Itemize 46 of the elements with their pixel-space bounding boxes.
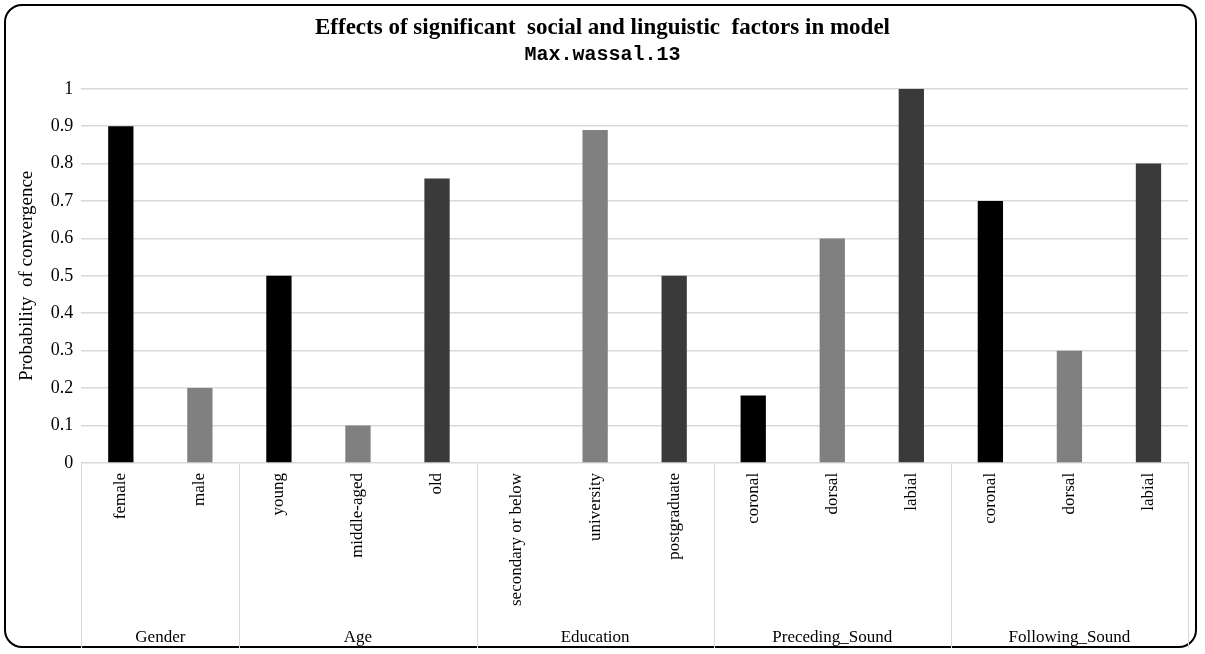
x-tick-label: dorsal: [821, 472, 841, 515]
x-tick-label: labial: [900, 472, 920, 511]
bar: [424, 178, 450, 463]
text: Education: [560, 627, 631, 646]
x-tick-label: labial: [1137, 472, 1157, 511]
x-tick-label: dorsal: [1058, 472, 1078, 515]
x-tick-label: secondary or below: [505, 472, 525, 607]
bar: [819, 238, 845, 463]
x-tick-label: university: [584, 472, 604, 541]
x-tick-label: old: [426, 472, 446, 495]
bar: [266, 275, 292, 463]
y-tick-label: 1: [64, 77, 74, 98]
x-tick-label: middle-aged: [347, 472, 367, 558]
chart-title: Effects of significant social and linguistic factors in model: [314, 14, 891, 40]
text: Following_Sound: [1008, 627, 1131, 646]
y-tick-label: 0.8: [50, 152, 74, 173]
x-tick-label: postgraduate: [663, 472, 683, 560]
y-tick-label: 0.6: [50, 227, 74, 248]
x-tick-label: young: [268, 472, 288, 516]
x-tick-label: coronal: [742, 472, 762, 524]
y-tick-label: 0.1: [50, 414, 74, 435]
y-tick-label: 0: [64, 451, 74, 472]
y-tick-label: 0.4: [50, 301, 74, 322]
bar: [1135, 163, 1162, 463]
y-tick-label: 0.7: [50, 189, 74, 210]
bar: [977, 201, 1004, 463]
bar: [187, 388, 213, 463]
bar: [582, 129, 608, 463]
bar: [740, 395, 766, 463]
bar: [898, 88, 924, 463]
y-tick-label: 0.2: [50, 376, 74, 397]
x-tick-label: female: [110, 472, 130, 520]
text: Age: [343, 627, 373, 646]
x-tick-label: male: [189, 472, 209, 506]
bar: [661, 275, 687, 463]
chart-subtitle: Max.wassal.13: [523, 43, 682, 66]
text: Gender: [135, 627, 186, 646]
bar: [1056, 350, 1083, 463]
y-axis-title: Probability of convergence: [15, 170, 37, 381]
y-tick-label: 0.9: [50, 114, 74, 135]
bar: [108, 126, 134, 463]
x-tick-label: coronal: [979, 472, 999, 524]
y-tick-label: 0.3: [50, 339, 74, 360]
y-tick-label: 0.5: [50, 264, 74, 285]
text: Preceding_Sound: [772, 627, 893, 646]
bar: [345, 425, 371, 463]
